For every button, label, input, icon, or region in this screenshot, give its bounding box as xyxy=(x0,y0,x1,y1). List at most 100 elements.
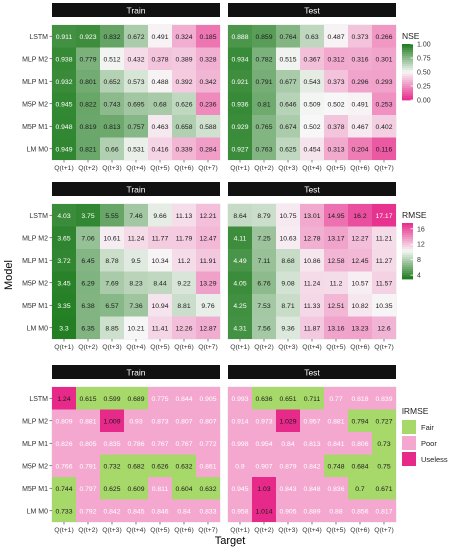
heatmap-cell xyxy=(124,477,148,500)
x-tick-label: Q(t+3) xyxy=(102,344,121,351)
cell-label: 13.01 xyxy=(303,213,320,220)
y-tick-label: M5P M1 xyxy=(22,124,48,131)
x-tick-label: Q(t+2) xyxy=(254,165,273,172)
legend-gradient-step xyxy=(402,239,413,242)
heatmap-cell xyxy=(196,499,220,522)
heatmap-cell xyxy=(76,115,100,138)
legend-gradient-step xyxy=(402,58,413,61)
heatmap-cell xyxy=(124,432,148,455)
cell-label: 0.531 xyxy=(127,146,144,153)
cell-label: 0.914 xyxy=(231,418,248,425)
legend-tick-label: 0.25 xyxy=(417,84,431,91)
cell-label: 10.86 xyxy=(303,258,320,265)
x-tick-label: Q(t+3) xyxy=(102,527,121,534)
heatmap-cell xyxy=(276,271,300,294)
cell-label: 0.856 xyxy=(351,508,368,515)
heatmap-cell xyxy=(100,92,124,115)
facet-title: Test xyxy=(304,6,320,16)
heatmap-cell xyxy=(196,432,220,455)
heatmap-cell xyxy=(276,294,300,317)
cell-label: 0.843 xyxy=(279,486,296,493)
cell-label: 12.87 xyxy=(199,325,216,332)
heatmap-cell xyxy=(252,294,276,317)
cell-label: 0.993 xyxy=(231,396,248,403)
heatmap-cell xyxy=(124,47,148,70)
y-tick-label: LSTM xyxy=(29,213,48,220)
heatmap-cell xyxy=(76,25,100,48)
x-axis-title: Target xyxy=(215,535,246,547)
cell-label: 0.927 xyxy=(231,146,248,153)
x-tick-label: Q(t+6) xyxy=(350,165,369,172)
cell-label: 11.21 xyxy=(376,235,393,242)
cell-label: 0.543 xyxy=(303,79,320,86)
heatmap-cell xyxy=(300,271,324,294)
cell-label: 0.75 xyxy=(377,463,390,470)
cell-label: 8.71 xyxy=(281,303,294,310)
legend-gradient-step xyxy=(402,64,413,67)
legend-gradient-step xyxy=(402,227,413,230)
heatmap-cell xyxy=(196,70,220,93)
cell-label: 0.389 xyxy=(175,56,192,63)
heatmap-cell xyxy=(76,432,100,455)
heatmap-cell xyxy=(324,409,348,432)
heatmap-cell xyxy=(172,432,196,455)
cell-label: 0.599 xyxy=(103,396,120,403)
cell-label: 0.636 xyxy=(255,396,272,403)
legend-gradient-step xyxy=(402,62,413,65)
x-tick-label: Q(t+4) xyxy=(126,165,145,172)
cell-label: 4.31 xyxy=(233,325,246,332)
cell-label: 0.958 xyxy=(231,508,248,515)
cell-label: 0.818 xyxy=(351,396,368,403)
heatmap-cell xyxy=(148,47,172,70)
cell-label: 0.512 xyxy=(103,56,120,63)
cell-label: 0.905 xyxy=(279,508,296,515)
cell-label: 0.973 xyxy=(255,418,272,425)
heatmap-cell xyxy=(196,137,220,160)
heatmap-cell xyxy=(348,25,372,48)
heatmap-cell xyxy=(196,271,220,294)
legend-title: lRMSE xyxy=(402,406,429,416)
cell-label: 0.416 xyxy=(151,146,168,153)
heatmap-cell xyxy=(348,137,372,160)
heatmap-cell xyxy=(276,47,300,70)
cell-label: 0.945 xyxy=(55,101,72,108)
heatmap-cell xyxy=(276,115,300,138)
cell-label: 0.674 xyxy=(279,124,296,131)
cell-label: 0.782 xyxy=(255,56,272,63)
cell-label: 0.312 xyxy=(327,56,344,63)
cell-label: 0.998 xyxy=(231,441,248,448)
cell-label: 4.11 xyxy=(234,235,247,242)
y-tick-label: LM M0 xyxy=(27,146,49,153)
heatmap-cell xyxy=(300,137,324,160)
cell-label: 0.66 xyxy=(105,146,118,153)
x-tick-label: Q(t+4) xyxy=(302,344,321,351)
legend-gradient-step xyxy=(402,223,413,226)
cell-label: 0.73 xyxy=(377,441,390,448)
legend-tick-label: 8 xyxy=(417,257,421,264)
heatmap-cell xyxy=(228,432,252,455)
heatmap-cell xyxy=(172,92,196,115)
x-tick-label: Q(t+4) xyxy=(302,527,321,534)
heatmap-cell xyxy=(52,249,76,272)
heatmap-cell xyxy=(76,454,100,477)
cell-label: 0.791 xyxy=(255,79,272,86)
cell-label: 11.57 xyxy=(376,280,393,287)
facet-strip xyxy=(52,182,220,196)
heatmap-cell xyxy=(372,454,396,477)
legend-gradient-step xyxy=(402,86,413,89)
cell-label: 0.63 xyxy=(305,34,318,41)
heatmap-cell xyxy=(172,249,196,272)
heatmap-cell xyxy=(124,249,148,272)
y-tick-label: MLP M1 xyxy=(22,441,48,448)
heatmap-cell xyxy=(196,47,220,70)
x-tick-label: Q(t+3) xyxy=(102,165,121,172)
cell-label: 0.797 xyxy=(79,486,96,493)
cell-label: 0.807 xyxy=(199,418,216,425)
cell-label: 9.5 xyxy=(131,258,141,265)
heatmap-cell xyxy=(124,226,148,249)
x-tick-label: Q(t+6) xyxy=(350,527,369,534)
heatmap-cell xyxy=(124,92,148,115)
cell-label: 10.94 xyxy=(151,303,168,310)
cell-label: 0.266 xyxy=(375,34,392,41)
cell-label: 0.889 xyxy=(303,508,320,515)
